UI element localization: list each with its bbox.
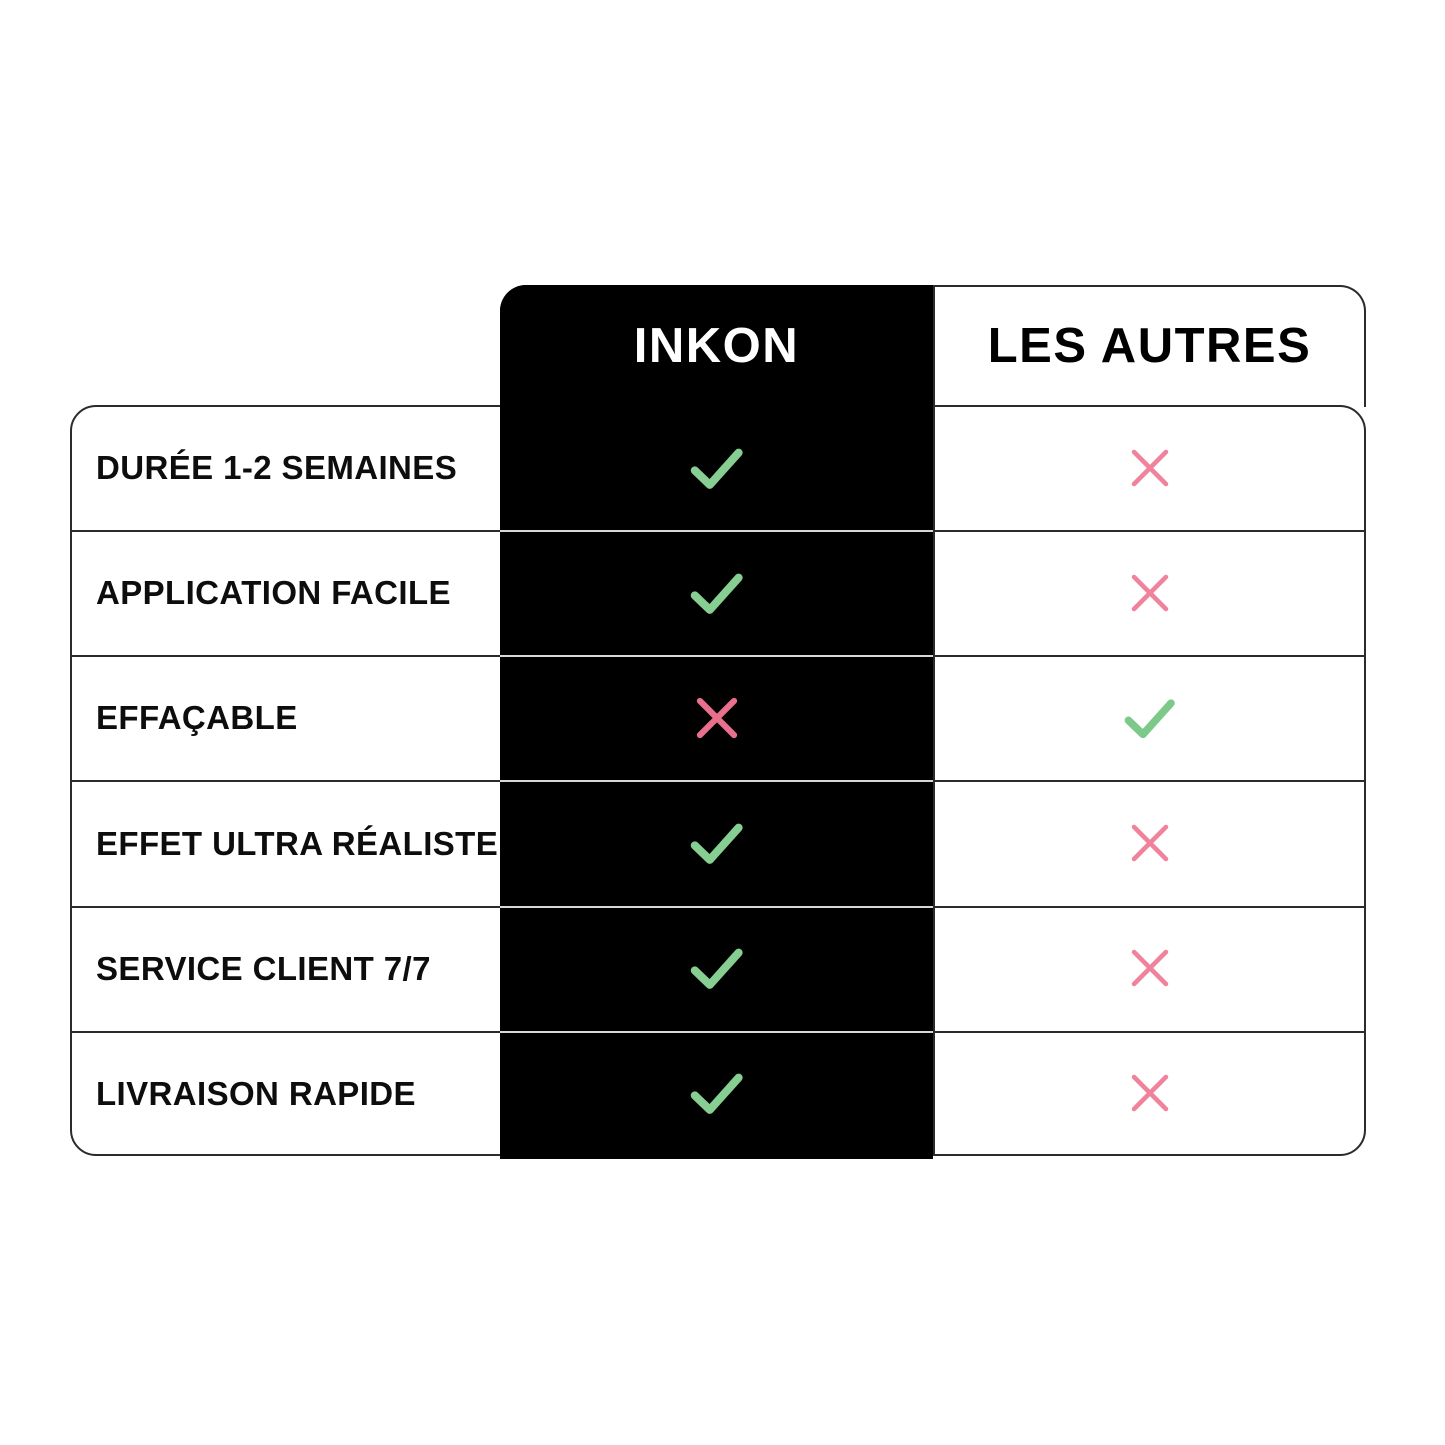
column-divider [933,285,935,1156]
feature-rows: DURÉE 1-2 SEMAINES APPLICATION FACILE [70,405,1366,1156]
feature-label: EFFAÇABLE [96,699,298,737]
feature-label-cell: EFFET ULTRA RÉALISTE [70,780,500,905]
table-row: DURÉE 1-2 SEMAINES [70,405,1366,530]
cell-inkon [500,906,933,1031]
cell-inkon [500,405,933,530]
cross-icon [1131,949,1168,987]
table-row: APPLICATION FACILE [70,530,1366,655]
check-icon [690,948,743,990]
feature-label: LIVRAISON RAPIDE [96,1074,416,1112]
cross-icon [1131,449,1168,486]
cross-icon [1131,574,1168,611]
cell-inkon [500,655,933,780]
check-icon [690,823,743,864]
feature-label: APPLICATION FACILE [96,574,451,612]
cross-icon [696,697,737,739]
table-row: EFFET ULTRA RÉALISTE [70,780,1366,905]
cell-others [933,906,1366,1031]
feature-label-cell: DURÉE 1-2 SEMAINES [70,405,500,530]
check-icon [690,1074,743,1115]
cell-inkon [500,780,933,905]
column-header-others: LES AUTRES [987,318,1312,373]
cross-icon [1131,824,1168,862]
feature-label-cell: SERVICE CLIENT 7/7 [70,906,500,1031]
cross-icon [1131,1075,1168,1112]
cell-inkon [500,530,933,655]
cell-others [933,1031,1366,1156]
column-header-inkon: INKON [633,318,800,373]
check-icon [690,573,743,614]
cell-inkon [500,1031,933,1156]
feature-label: DURÉE 1-2 SEMAINES [96,449,458,487]
cell-others [933,655,1366,780]
table-row: LIVRAISON RAPIDE [70,1030,1366,1156]
table-row: SERVICE CLIENT 7/7 [70,905,1366,1031]
feature-label: SERVICE CLIENT 7/7 [96,949,431,987]
feature-label-cell: APPLICATION FACILE [70,530,500,655]
cell-others [933,405,1366,530]
cell-others [933,780,1366,905]
feature-label: EFFET ULTRA RÉALISTE [96,824,499,862]
feature-label-cell: LIVRAISON RAPIDE [70,1031,500,1156]
check-icon [690,448,743,489]
cell-others [933,530,1366,655]
table-row: EFFAÇABLE [70,655,1366,780]
feature-label-cell: EFFAÇABLE [70,655,500,780]
check-icon [1124,699,1175,739]
